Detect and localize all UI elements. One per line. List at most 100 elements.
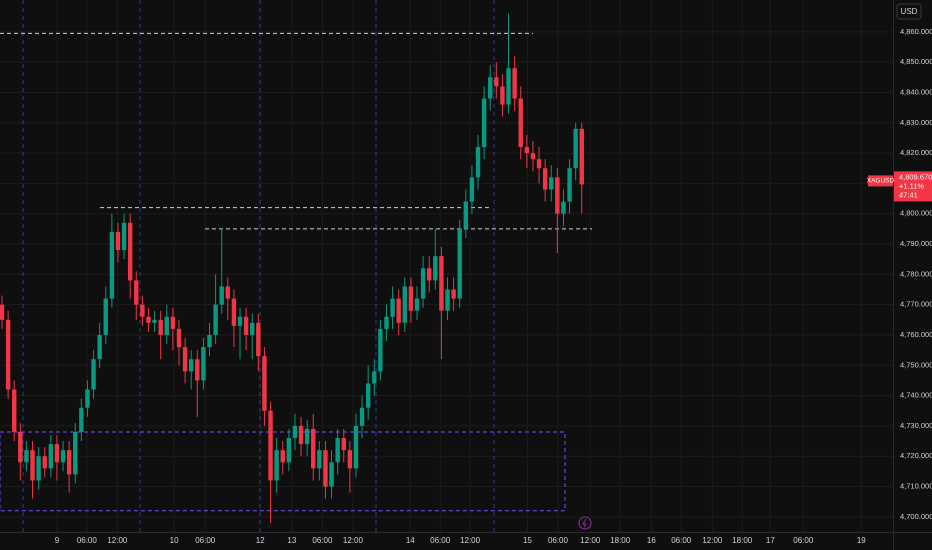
candle-body — [36, 456, 41, 481]
candle-body — [365, 383, 371, 408]
candle-body — [188, 359, 194, 372]
candle-body — [433, 256, 438, 281]
y-tick-label: 4,820.000 — [900, 148, 932, 157]
candle-body — [182, 347, 188, 372]
currency-button[interactable] — [896, 3, 922, 20]
y-tick-label: 4,720.000 — [900, 451, 932, 460]
candle-body — [536, 159, 542, 169]
candle-body — [414, 298, 420, 311]
candle-body — [73, 431, 78, 475]
candle-body — [445, 289, 450, 311]
grid — [0, 0, 893, 532]
change-label: +1.11% — [899, 181, 924, 190]
candle-body — [79, 407, 84, 432]
x-tick-label: 06:00 — [312, 536, 333, 545]
candle-body — [201, 347, 206, 381]
price-tag — [894, 171, 932, 202]
x-tick-label: 10 — [170, 536, 179, 545]
candle-body — [372, 371, 377, 384]
candle-body — [24, 450, 29, 463]
candle-body — [158, 319, 163, 335]
candle-body — [518, 98, 523, 148]
candle-body — [134, 280, 139, 305]
candle-body — [304, 428, 310, 445]
candle-body — [457, 228, 462, 299]
y-tick-label: 4,830.000 — [900, 118, 932, 127]
candle-body — [439, 256, 444, 311]
y-tick-label: 4,730.000 — [900, 421, 932, 430]
y-tick-label: 4,750.000 — [900, 360, 932, 369]
candle-body — [54, 444, 60, 463]
x-tick-label: 16 — [647, 536, 656, 545]
candle-body — [567, 168, 572, 202]
candle-body — [396, 298, 401, 323]
candle-body — [384, 316, 389, 329]
candle-body — [250, 322, 255, 335]
alert-bolt — [582, 518, 587, 528]
candle-body — [207, 334, 212, 348]
candle-body — [237, 316, 243, 326]
candle-body — [341, 438, 346, 451]
candle-body — [140, 304, 145, 317]
candle-body — [512, 68, 517, 99]
session-separators — [22, 0, 495, 532]
x-tick-label: 12:00 — [702, 536, 723, 545]
candle-body — [488, 77, 493, 99]
candle-body — [494, 77, 499, 87]
candle-body — [475, 147, 481, 178]
candle-body — [127, 222, 133, 281]
candle-body — [359, 407, 365, 426]
candle-body — [500, 86, 505, 105]
x-tick-label: 18:00 — [732, 536, 753, 545]
candle-body — [530, 153, 536, 160]
candle-body — [121, 222, 127, 251]
y-tick-label: 4,710.000 — [900, 482, 932, 491]
candle-body — [30, 450, 35, 481]
candle-body — [225, 286, 231, 299]
symbol-label: XAGUSD — [867, 178, 895, 185]
candle-body — [268, 410, 273, 481]
candle-body — [256, 322, 261, 357]
candle-body — [317, 450, 322, 469]
candle-body — [170, 316, 176, 329]
candle-body — [115, 231, 121, 251]
candle-body — [311, 428, 316, 469]
candle-body — [298, 425, 304, 445]
x-tick-label: 06:00 — [548, 536, 569, 545]
y-tick-label: 4,760.000 — [900, 330, 932, 339]
candle-body — [549, 177, 554, 190]
candle-body — [146, 316, 151, 323]
x-tick-label: 06:00 — [430, 536, 451, 545]
candle-body — [42, 456, 47, 469]
candle-body — [262, 356, 267, 411]
alert-icon[interactable] — [578, 516, 592, 530]
x-tick-label: 06:00 — [793, 536, 814, 545]
x-tick-label: 06:00 — [77, 536, 98, 545]
candle-body — [231, 298, 237, 326]
y-tick-label: 4,850.000 — [900, 57, 932, 66]
candle-body — [481, 98, 487, 148]
candle-body — [329, 462, 334, 487]
countdown-label: 47:41 — [899, 190, 918, 199]
candle-body — [347, 450, 353, 469]
plot-area — [0, 13, 592, 523]
x-tick-label: 9 — [55, 536, 60, 545]
x-tick-label: 19 — [857, 536, 866, 545]
zone-box — [0, 431, 566, 512]
candle-body — [12, 389, 17, 432]
candle-body — [195, 359, 200, 381]
candle-body — [0, 304, 5, 320]
candle-body — [219, 286, 224, 305]
candle-body — [426, 268, 432, 281]
candle-body — [176, 328, 182, 348]
y-tick-label: 4,860.000 — [900, 27, 932, 36]
candle-body — [408, 286, 414, 311]
candle-body — [91, 359, 96, 390]
candle-body — [323, 450, 328, 487]
candle-body — [353, 425, 359, 469]
candle-body — [555, 177, 560, 214]
candle-body — [280, 450, 285, 463]
x-tick-label: 13 — [287, 536, 296, 545]
x-tick-label: 12:00 — [460, 536, 481, 545]
